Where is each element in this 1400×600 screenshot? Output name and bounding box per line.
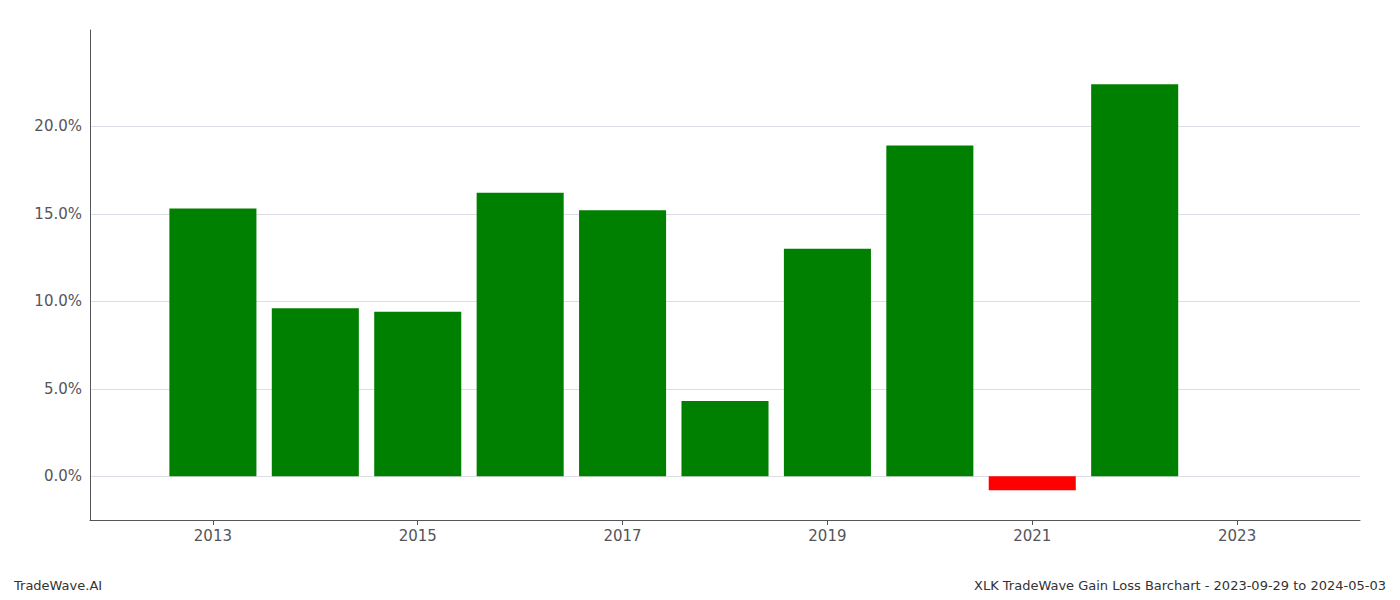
svg-text:20.0%: 20.0% — [34, 117, 82, 135]
svg-text:XLK TradeWave Gain Loss Barcha: XLK TradeWave Gain Loss Barchart - 2023-… — [974, 578, 1386, 593]
svg-text:10.0%: 10.0% — [34, 292, 82, 310]
svg-text:15.0%: 15.0% — [34, 205, 82, 223]
svg-text:5.0%: 5.0% — [44, 380, 82, 398]
svg-text:2013: 2013 — [194, 527, 232, 545]
svg-text:0.0%: 0.0% — [44, 467, 82, 485]
svg-text:2015: 2015 — [399, 527, 437, 545]
svg-text:2019: 2019 — [808, 527, 846, 545]
svg-text:2023: 2023 — [1218, 527, 1256, 545]
svg-text:TradeWave.AI: TradeWave.AI — [13, 578, 102, 593]
svg-text:2017: 2017 — [603, 527, 641, 545]
svg-text:2021: 2021 — [1013, 527, 1051, 545]
